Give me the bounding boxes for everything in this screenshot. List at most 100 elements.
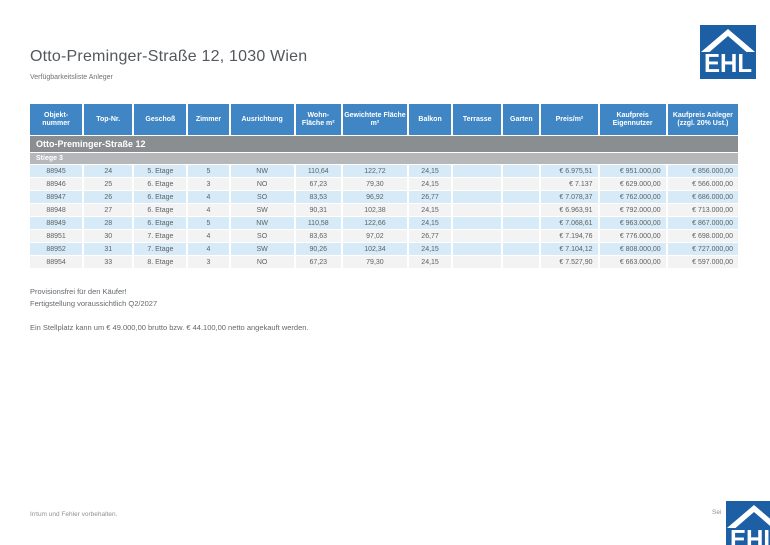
availability-table: Objekt- nummer Top-Nr. Geschoß Zimmer Au…	[28, 103, 740, 269]
cell: € 713.000,00	[667, 204, 738, 216]
cell: 88951	[30, 230, 83, 242]
cell: 25	[84, 178, 133, 190]
cell: 102,34	[342, 243, 408, 255]
cell: 5	[188, 217, 229, 229]
cell: 110,58	[295, 217, 341, 229]
group-header: Otto-Preminger-Straße 12	[30, 136, 738, 152]
cell: € 963.000,00	[599, 217, 666, 229]
cell: 5. Etage	[134, 165, 187, 177]
cell: 88949	[30, 217, 83, 229]
note-completion: Fertigstellung voraussichtlich Q2/2027	[30, 299, 158, 308]
cell: 122,72	[342, 165, 408, 177]
cell: 7. Etage	[134, 230, 187, 242]
cell: € 867.000,00	[667, 217, 738, 229]
cell	[503, 165, 540, 177]
cell	[453, 230, 502, 242]
cell: 31	[84, 243, 133, 255]
cell: SW	[230, 243, 294, 255]
cell: € 7.078,37	[541, 191, 598, 203]
note-provision: Provisionsfrei für den Käufer!	[30, 287, 127, 296]
col-geschoss: Geschoß	[134, 104, 187, 135]
cell: 67,23	[295, 178, 341, 190]
col-wohnflaeche: Wohn- Fläche m²	[295, 104, 341, 135]
cell: 5	[188, 165, 229, 177]
table-row: 88945 24 5. Etage 5 NW 110,64 122,72 24,15 € 6.9…	[30, 165, 738, 177]
cell: 28	[84, 217, 133, 229]
cell: 88954	[30, 256, 83, 268]
cell: 88946	[30, 178, 83, 190]
cell: 83,53	[295, 191, 341, 203]
cell: 4	[188, 243, 229, 255]
cell: 30	[84, 230, 133, 242]
col-terrasse: Terrasse	[453, 104, 502, 135]
cell: 3	[188, 178, 229, 190]
cell: € 951.000,00	[599, 165, 666, 177]
cell: 3	[188, 256, 229, 268]
cell: € 7.194,76	[541, 230, 598, 242]
cell	[453, 165, 502, 177]
cell: 88947	[30, 191, 83, 203]
col-zimmer: Zimmer	[188, 104, 229, 135]
cell: 79,30	[342, 178, 408, 190]
table-row: 88946 25 6. Etage 3 NO 67,23 79,30 24,15 € 7.137…	[30, 178, 738, 190]
cell	[453, 256, 502, 268]
cell: 8. Etage	[134, 256, 187, 268]
cell	[503, 178, 540, 190]
cell	[503, 191, 540, 203]
cell: 122,66	[342, 217, 408, 229]
cell: € 566.000,00	[667, 178, 738, 190]
cell: € 776.000,00	[599, 230, 666, 242]
cell	[453, 217, 502, 229]
cell: 4	[188, 230, 229, 242]
table-body: Otto-Preminger-Straße 12 Stiege 3 88945 2…	[30, 136, 738, 268]
cell: € 808.000,00	[599, 243, 666, 255]
cell: 88945	[30, 165, 83, 177]
cell: NW	[230, 165, 294, 177]
col-objektnummer: Objekt- nummer	[30, 104, 83, 135]
cell: 88948	[30, 204, 83, 216]
ehl-logo-text: EHL	[730, 524, 770, 545]
cell: 97,02	[342, 230, 408, 242]
ehl-logo-icon: EHL	[700, 25, 756, 79]
cell: 26,77	[409, 230, 452, 242]
cell: € 7.137	[541, 178, 598, 190]
cell: 90,31	[295, 204, 341, 216]
table-row: 88951 30 7. Etage 4 SO 83,63 97,02 26,77 € 7.194…	[30, 230, 738, 242]
cell: € 597.000,00	[667, 256, 738, 268]
cell: NW	[230, 217, 294, 229]
col-gewichtete-flaeche: Gewichtete Fläche m²	[342, 104, 408, 135]
cell: 4	[188, 191, 229, 203]
ehl-logo-icon: EHL	[726, 501, 770, 545]
col-balkon: Balkon	[409, 104, 452, 135]
cell: € 7.104,12	[541, 243, 598, 255]
cell: € 7.527,90	[541, 256, 598, 268]
page-number-label: Sei	[712, 509, 722, 516]
cell: 24	[84, 165, 133, 177]
cell: 6. Etage	[134, 191, 187, 203]
table-row: 88954 33 8. Etage 3 NO 67,23 79,30 24,15 € 7.527…	[30, 256, 738, 268]
cell: 6. Etage	[134, 178, 187, 190]
cell: 24,15	[409, 165, 452, 177]
cell: 4	[188, 204, 229, 216]
note-parking: Ein Stellplatz kann um € 49.000,00 brutt…	[30, 323, 309, 332]
table-row: 88948 27 6. Etage 4 SW 90,31 102,38 24,15 € 6.96…	[30, 204, 738, 216]
cell: NO	[230, 178, 294, 190]
table-row: 88949 28 6. Etage 5 NW 110,58 122,66 24,15 € 7.0…	[30, 217, 738, 229]
cell: 90,26	[295, 243, 341, 255]
cell: 110,64	[295, 165, 341, 177]
cell: € 6.963,91	[541, 204, 598, 216]
cell	[503, 230, 540, 242]
cell: € 629.000,00	[599, 178, 666, 190]
table-row: 88947 26 6. Etage 4 SO 83,53 96,92 26,77 € 7.078…	[30, 191, 738, 203]
cell: € 762.000,00	[599, 191, 666, 203]
cell: € 663.000,00	[599, 256, 666, 268]
col-kaufpreis-anleger: Kaufpreis Anleger (zzgl. 20% Ust.)	[667, 104, 738, 135]
cell: 26,77	[409, 191, 452, 203]
cell: 24,15	[409, 178, 452, 190]
col-preis-m2: Preis/m²	[541, 104, 598, 135]
cell: € 792.000,00	[599, 204, 666, 216]
cell	[453, 204, 502, 216]
subgroup-header: Stiege 3	[30, 153, 738, 164]
cell: NO	[230, 256, 294, 268]
